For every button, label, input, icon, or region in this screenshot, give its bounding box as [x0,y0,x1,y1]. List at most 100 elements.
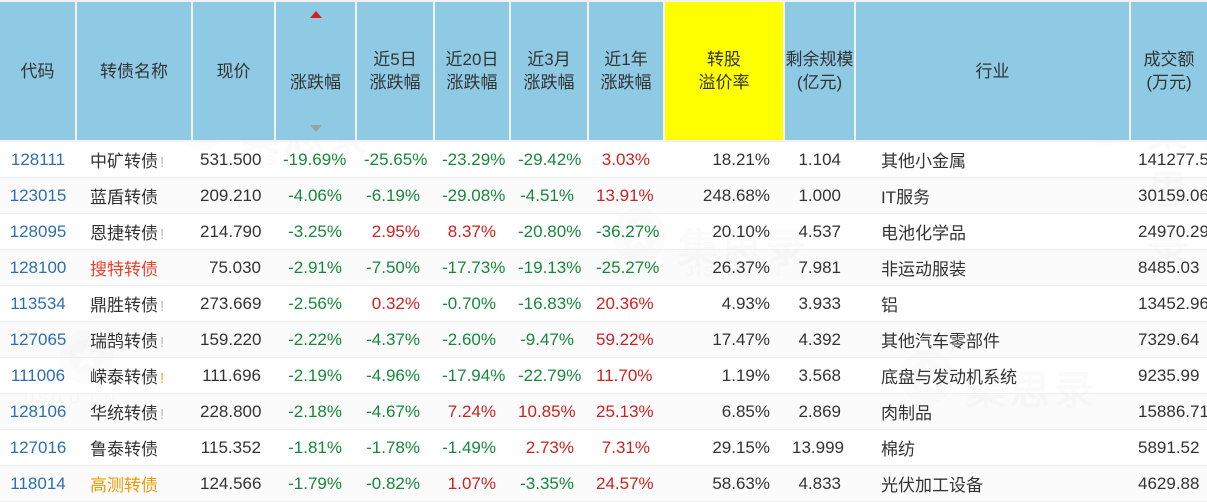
cell-price: 124.566 [192,465,275,502]
cell-code[interactable]: 127016 [0,429,76,466]
column-header-name[interactable]: 转债名称 [76,0,193,142]
table-row[interactable]: 123015 蓝盾转债 209.210 -4.06% -6.19% -29.08% -4.5… [0,177,1207,214]
cell-name[interactable]: 高测转债 [76,465,192,502]
column-header-turnover[interactable]: 成交额 (万元) [1130,0,1207,142]
table-row[interactable]: 118014 高测转债 124.566 -1.79% -0.82% 1.07% -3.35%… [0,465,1207,502]
cell-name[interactable]: 搜特转债 [76,249,192,286]
cell-name[interactable]: 华统转债! [76,393,192,430]
cell-price: 228.800 [192,393,275,430]
cell-change-5d: 2.95% [356,213,434,250]
cell-change-20d: -1.49% [434,429,510,466]
cell-code[interactable]: 128106 [0,393,76,430]
cell-code[interactable]: 127065 [0,321,76,358]
cell-price: 159.220 [192,321,275,358]
column-header-label: 代码 [20,61,55,81]
column-header-change-1y[interactable]: 近1年 涨跌幅 [588,0,665,142]
warning-flag-icon[interactable]: ! [160,334,165,351]
cell-name[interactable]: 瑞鹄转债! [76,321,192,358]
table-row[interactable]: 128100 搜特转债 75.030 -2.91% -7.50% -17.73% -19.1… [0,249,1207,286]
bond-name-label: 嵘泰转债 [90,368,158,387]
table-row[interactable]: 128095 恩捷转债! 214.790 -3.25% 2.95% 8.37% -20.80… [0,213,1207,250]
column-header-label: 剩余规模 (亿元) [785,50,854,92]
warning-flag-icon[interactable]: ! [160,406,165,423]
cell-remaining-scale: 2.869 [784,393,855,430]
cell-code[interactable]: 128111 [0,141,76,178]
cell-change: -3.25% [275,213,356,250]
table-row[interactable]: 128106 华统转债! 228.800 -2.18% -4.67% 7.24% 10.85… [0,393,1207,430]
cell-price: 75.030 [192,249,275,286]
cell-code[interactable]: 113534 [0,285,76,322]
cell-turnover: 15886.71 [1130,393,1207,430]
cell-code[interactable]: 128100 [0,249,76,286]
column-header-change-5d[interactable]: 近5日 涨跌幅 [356,0,435,142]
cell-name[interactable]: 嵘泰转债! [76,357,192,394]
bond-name-label: 瑞鹄转债 [90,332,158,351]
table-row[interactable]: 127065 瑞鹄转债! 159.220 -2.22% -4.37% -2.60% -9.4… [0,321,1207,358]
warning-flag-icon[interactable]: ! [160,154,165,171]
cell-change-5d: 0.32% [356,285,434,322]
cell-change-1y: 11.70% [588,357,664,394]
cell-change-5d: -1.78% [356,429,434,466]
column-header-change-3m[interactable]: 近3月 涨跌幅 [510,0,589,142]
cell-conversion-premium: 29.15% [664,429,784,466]
cell-turnover: 5891.52 [1130,429,1207,466]
cell-remaining-scale: 13.999 [784,429,855,466]
column-header-label: 成交额 (万元) [1143,50,1195,92]
column-header-conversion-premium[interactable]: 转股 溢价率 [664,0,785,142]
cell-remaining-scale: 7.981 [784,249,855,286]
cell-name[interactable]: 蓝盾转债 [76,177,192,214]
cell-change-20d: -2.60% [434,321,510,358]
cell-price: 209.210 [192,177,275,214]
warning-flag-icon[interactable]: ! [160,370,165,387]
header-row: 代码 转债名称 现价 涨跌幅 近5日 涨跌幅 近20日 涨跌幅 近3月 涨跌幅 … [0,0,1207,142]
cell-code[interactable]: 118014 [0,465,76,502]
cell-name[interactable]: 中矿转债! [76,141,192,178]
bond-name-label: 华统转债 [90,404,158,423]
column-header-price[interactable]: 现价 [192,0,276,142]
cell-conversion-premium: 18.21% [664,141,784,178]
bond-name-label: 鲁泰转债 [90,440,158,459]
column-header-change-20d[interactable]: 近20日 涨跌幅 [434,0,511,142]
cell-industry: IT服务 [855,177,1130,214]
cell-change-3m: -4.51% [510,177,588,214]
column-header-label: 近3月 涨跌幅 [523,50,575,92]
cell-name[interactable]: 鲁泰转债 [76,429,192,466]
column-header-change[interactable]: 涨跌幅 [275,0,357,142]
table-row[interactable]: 128111 中矿转债! 531.500 -19.69% -25.65% -23.29% -… [0,141,1207,178]
cell-remaining-scale: 3.568 [784,357,855,394]
cell-change-1y: 20.36% [588,285,664,322]
column-header-code[interactable]: 代码 [0,0,77,142]
column-header-remaining-scale[interactable]: 剩余规模 (亿元) [784,0,856,142]
sort-descending-icon[interactable] [309,125,322,132]
cell-change-20d: -0.70% [434,285,510,322]
cell-code[interactable]: 111006 [0,357,76,394]
cell-turnover: 8485.03 [1130,249,1207,286]
cell-code[interactable]: 123015 [0,177,76,214]
bond-name-label: 恩捷转债 [90,224,158,243]
cell-change-1y: -25.27% [588,249,664,286]
column-header-label: 涨跌幅 [290,73,341,92]
table-row[interactable]: 111006 嵘泰转债! 111.696 -2.19% -4.96% -17.94% -22… [0,357,1207,394]
sort-ascending-icon[interactable] [309,11,322,18]
cell-remaining-scale: 3.933 [784,285,855,322]
warning-flag-icon[interactable]: ! [160,298,165,315]
cell-code[interactable]: 128095 [0,213,76,250]
cell-industry: 底盘与发动机系统 [855,357,1130,394]
table-row[interactable]: 127016 鲁泰转债 115.352 -1.81% -1.78% -1.49% 2.73%… [0,429,1207,466]
table-header: 代码 转债名称 现价 涨跌幅 近5日 涨跌幅 近20日 涨跌幅 近3月 涨跌幅 … [0,0,1207,142]
cell-name[interactable]: 鼎胜转债! [76,285,192,322]
cell-name[interactable]: 恩捷转债! [76,213,192,250]
cell-turnover: 9235.99 [1130,357,1207,394]
cell-conversion-premium: 20.10% [664,213,784,250]
cell-change-3m: -22.79% [510,357,588,394]
column-header-industry[interactable]: 行业 [855,0,1131,142]
cell-change-5d: -4.96% [356,357,434,394]
table-row[interactable]: 113534 鼎胜转债! 273.669 -2.56% 0.32% -0.70% -16.8… [0,285,1207,322]
cell-conversion-premium: 248.68% [664,177,784,214]
cell-change-20d: -29.08% [434,177,510,214]
cell-change-1y: 13.91% [588,177,664,214]
cell-remaining-scale: 4.392 [784,321,855,358]
column-header-label: 近1年 涨跌幅 [600,50,652,92]
warning-flag-icon[interactable]: ! [160,226,165,243]
